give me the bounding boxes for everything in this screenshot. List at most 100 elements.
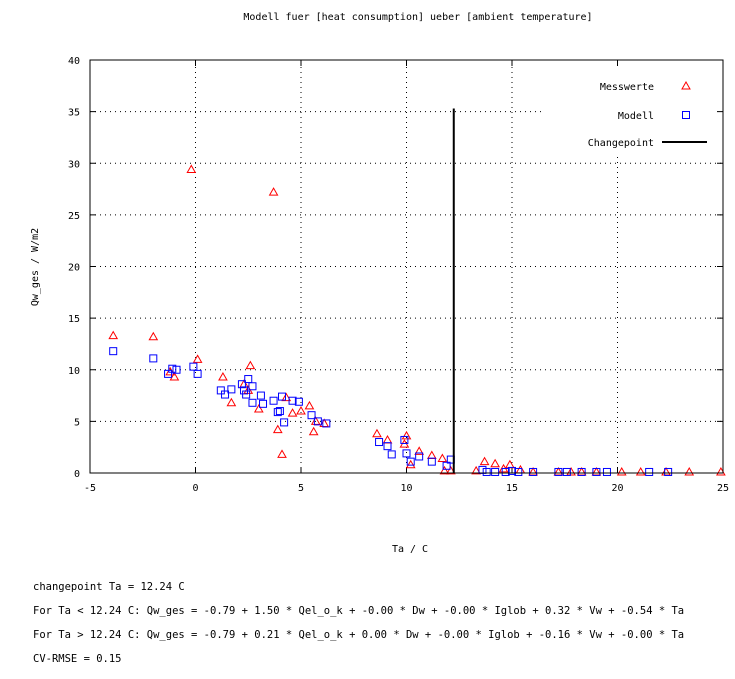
modell-point [294, 397, 303, 406]
modell-point [427, 457, 436, 466]
modell-point [501, 467, 510, 476]
modell-point [109, 347, 118, 356]
modell-point [478, 465, 487, 474]
modell-point [406, 457, 415, 466]
messwerte-point [296, 406, 306, 415]
messwerte-point [304, 400, 315, 410]
y-axis-label: Qw_ges / W/m2 [30, 228, 41, 306]
messwerte-point [479, 456, 490, 466]
messwerte-point [591, 466, 602, 476]
y-tick-label: 25 [68, 211, 80, 222]
messwerte-point [616, 466, 627, 476]
y-tick-label: 40 [68, 56, 80, 67]
grid-layer [90, 60, 723, 473]
messwerte-point [437, 453, 448, 463]
messwerte-point [471, 465, 481, 475]
modell-point [278, 392, 287, 401]
messwerte-point [661, 466, 671, 476]
modell-point [415, 452, 424, 461]
messwerte-point [401, 430, 412, 440]
modell-point [227, 385, 236, 394]
modell-point [402, 449, 411, 458]
messwerte-point [186, 164, 197, 173]
messwerte-point [272, 424, 283, 434]
y-tick-label: 30 [68, 159, 80, 170]
messwerte-point [505, 459, 515, 469]
modell-point [193, 369, 202, 378]
x-tick-label: -5 [84, 483, 96, 494]
modell-point [322, 419, 331, 428]
modell-point [375, 438, 384, 447]
messwerte-point [372, 428, 382, 438]
modell-point [273, 408, 282, 417]
model-notes: changepoint Ta = 12.24 C For Ta < 12.24 … [33, 575, 733, 671]
modell-point [275, 407, 284, 416]
chart-title: Modell fuer [heat consumption] ueber [am… [243, 12, 592, 23]
messwerte-point [226, 397, 237, 407]
modell-point [577, 467, 586, 476]
modell-point [592, 467, 601, 476]
x-tick-label: 0 [192, 483, 198, 494]
points-layer [108, 108, 726, 476]
modell-point [244, 375, 253, 384]
messwerte-point [716, 466, 726, 476]
messwerte-point [148, 331, 159, 341]
y-tick-label: 20 [68, 263, 80, 274]
messwerte-point [439, 465, 450, 475]
legend: Messwerte Modell Changepoint [588, 80, 707, 149]
x-tick-label: 10 [400, 483, 412, 494]
messwerte-point [382, 434, 393, 444]
modell-point [149, 354, 158, 363]
modell-point [168, 364, 177, 373]
model-equation-below: For Ta < 12.24 C: Qw_ges = -0.79 + 1.50 … [33, 605, 685, 617]
modell-point [240, 386, 249, 395]
modell-point [256, 391, 265, 400]
modell-point [164, 369, 173, 378]
modell-point [307, 411, 316, 420]
modell-point [529, 467, 538, 476]
modell-point [602, 467, 611, 476]
legend-label: Changepoint [588, 138, 654, 149]
y-tick-label: 10 [68, 366, 80, 377]
modell-point [189, 362, 198, 371]
changepoint-note: changepoint Ta = 12.24 C [33, 581, 185, 593]
y-tick-label: 35 [68, 108, 80, 119]
modell-point [248, 382, 257, 391]
modell-point [645, 467, 654, 476]
legend-label: Modell [618, 111, 654, 122]
messwerte-point [553, 466, 564, 476]
modell-point [259, 399, 268, 408]
messwerte-point [192, 354, 203, 363]
messwerte-point [169, 371, 180, 381]
modell-point [269, 396, 278, 405]
messwerte-point [414, 446, 425, 455]
messwerte-point [566, 466, 576, 476]
messwerte-point [635, 466, 646, 476]
legend-background [545, 61, 722, 154]
modell-point [491, 467, 500, 476]
x-tick-label: 5 [298, 483, 304, 494]
modell-point [242, 390, 251, 399]
y-tick-label: 15 [68, 314, 80, 325]
messwerte-point [281, 392, 292, 402]
modell-point [248, 398, 257, 407]
modell-point [237, 380, 246, 389]
messwerte-point [239, 379, 249, 388]
messwerte-point [490, 458, 500, 468]
legend-label: Messwerte [600, 82, 654, 93]
messwerte-point [165, 366, 176, 376]
modell-point [280, 418, 289, 427]
y-tick-label: 5 [74, 417, 80, 428]
modell-point [387, 450, 396, 459]
x-tick-label: 15 [506, 483, 518, 494]
messwerte-point [681, 80, 691, 90]
messwerte-point [515, 464, 526, 474]
modell-point [383, 442, 392, 451]
modell-point [664, 467, 673, 476]
modell-point [554, 467, 563, 476]
modell-point [514, 467, 523, 476]
modell-point [562, 467, 571, 476]
modell-point [216, 386, 225, 395]
messwerte-point [684, 466, 695, 476]
modell-point [682, 111, 690, 119]
